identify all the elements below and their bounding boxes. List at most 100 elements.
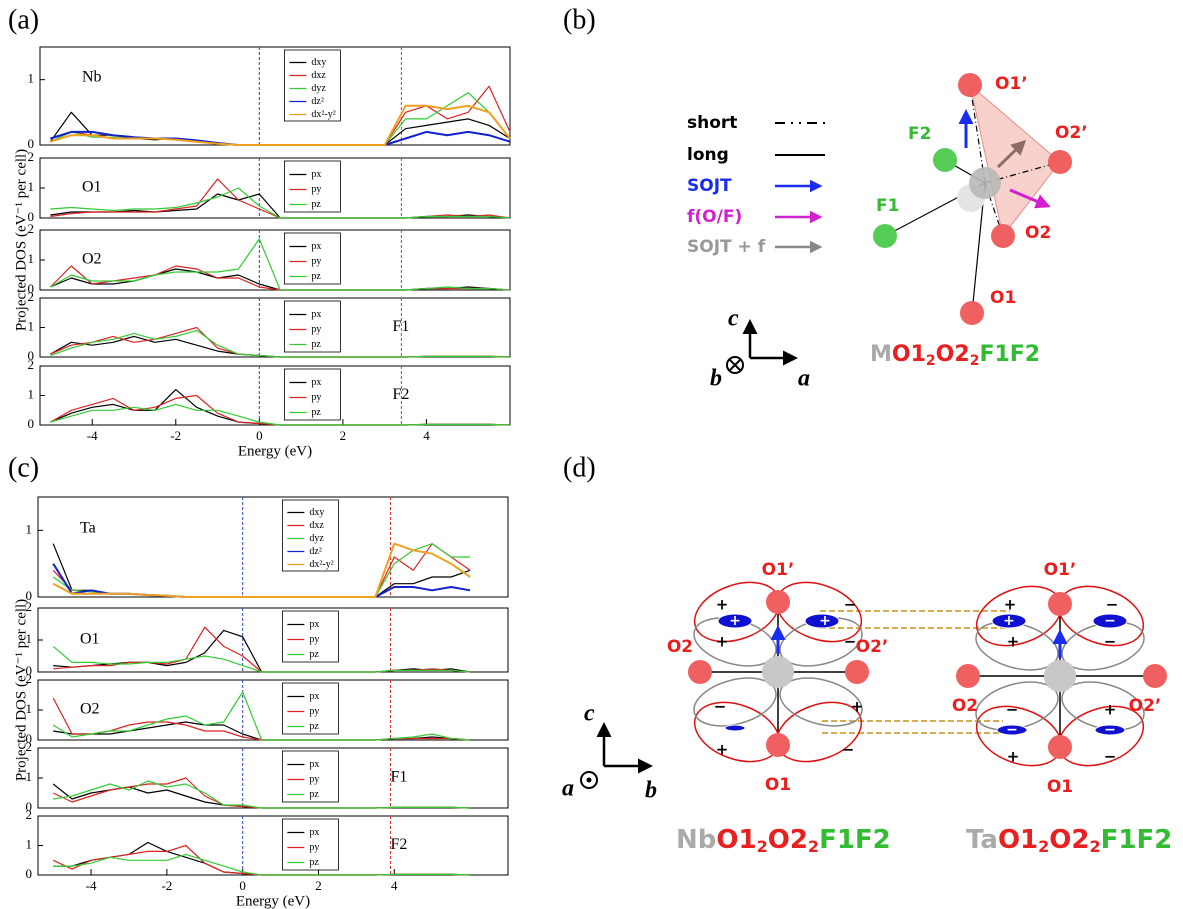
formula-part: O2 [1049, 825, 1089, 855]
dos-line [50, 328, 510, 358]
subplot-label: Ta [80, 520, 96, 537]
dos-line [50, 336, 510, 357]
x-axis-title: Energy (eV) [238, 443, 312, 459]
dos-line [53, 846, 470, 876]
phase-sign: − [844, 633, 857, 651]
atom-o [991, 224, 1015, 248]
subplot-label: O1 [80, 631, 100, 648]
formula-part: 2 [1089, 837, 1100, 856]
subplot-label: F1 [393, 318, 410, 335]
legend-label: px [311, 169, 321, 180]
diagram-d: c⃗ a⃗ b⃗ NbO12O22F1F2 TaO12O22F1F2 O1’O2… [562, 560, 1172, 856]
y-tick-label: 1 [28, 71, 35, 86]
y-tick-label: 2 [26, 739, 33, 754]
overlap-lobe [725, 725, 745, 731]
axis-label: a⃗ [798, 366, 829, 392]
atom-f [873, 224, 897, 248]
dos-line [53, 564, 470, 597]
legend-label: pz [309, 789, 319, 800]
legend-label: f(O/F) [687, 207, 742, 227]
atom-o [845, 660, 869, 684]
polyhedron-face [970, 85, 1060, 236]
phase-sign: + [1007, 748, 1020, 766]
phase-sign: − [1106, 596, 1119, 614]
legend-label: px [309, 827, 319, 838]
legend-label: py [309, 634, 319, 645]
dos-line [50, 239, 510, 290]
phase-sign: + [851, 698, 864, 716]
legend-label: dxz [311, 70, 326, 81]
legend-label: pz [311, 271, 321, 282]
legend-label: pz [309, 649, 319, 660]
dos-line [53, 854, 470, 875]
diagram-b: O1’ O2’ F2 F1 O2 O1 short long SOJT f(O/… [687, 73, 1088, 392]
atom-metal [1044, 660, 1076, 692]
dos-line [53, 544, 470, 597]
atom-label: O1’ [995, 74, 1028, 94]
subplot-label: Nb [82, 69, 102, 86]
atom-o [688, 660, 712, 684]
legend-label: px [309, 619, 319, 630]
plot-frame [40, 158, 510, 218]
legend-label: dyz [311, 83, 326, 94]
subplot-label: O1 [82, 179, 102, 196]
formula: NbO12O22F1F2 [676, 825, 891, 856]
dos-line [50, 106, 510, 145]
atom-label: O1 [765, 775, 791, 795]
atom-label: O1’ [762, 560, 795, 580]
atom-label: O1 [1047, 777, 1073, 797]
phase-sign: + [729, 613, 741, 629]
legend-label: dxz [309, 520, 324, 531]
formula-part: 2 [757, 837, 768, 856]
legend-label: px [311, 377, 321, 388]
x-tick-label: -2 [170, 428, 181, 443]
phase-sign: + [819, 613, 831, 629]
atom-o [958, 73, 982, 97]
formula-part: O1 [716, 825, 756, 855]
formula-part: F1F2 [1101, 825, 1173, 855]
atom-o [1048, 150, 1072, 174]
subplot: 012pxpypzO1 [28, 149, 511, 224]
phase-sign: + [716, 633, 729, 651]
y-tick-label: 2 [26, 807, 33, 822]
subplot: 01dxydxzdyzdz²dx²-y²Ta [26, 497, 509, 603]
atom-label: O2 [952, 696, 978, 716]
legend-label: pz [309, 721, 319, 732]
phase-sign: − [1104, 722, 1116, 738]
x-tick-label: -4 [86, 878, 97, 893]
y-tick-label: 1 [26, 769, 33, 784]
formula-part: O1 [998, 825, 1038, 855]
axis-label: a⃗ [562, 776, 593, 802]
phase-sign: − [842, 741, 855, 759]
x-tick-label: 4 [391, 878, 398, 893]
subplot-label: F2 [391, 836, 408, 853]
legend-label: dxy [311, 57, 326, 68]
formula-part: F1F2 [819, 825, 891, 855]
dos-line [53, 646, 470, 672]
subplot-label: O2 [80, 701, 100, 718]
formula-part: 2 [926, 353, 936, 369]
legend-label: pz [311, 339, 321, 350]
legend-label: SOJT + f [687, 237, 766, 257]
dos-line [50, 396, 510, 426]
atom-label: O1 [990, 288, 1016, 308]
dos-line [53, 784, 470, 808]
legend-label: px [311, 309, 321, 320]
phase-sign: + [1003, 613, 1015, 629]
subplot-label: F1 [391, 769, 408, 786]
panel-label: (b) [563, 4, 596, 35]
dos-line [53, 544, 470, 597]
legend-label: py [311, 324, 321, 335]
subplot: 012pxpypzF1 [28, 289, 511, 363]
y-tick-label: 1 [26, 836, 33, 851]
formula-part: M [870, 342, 892, 367]
legend-label: dz² [309, 546, 321, 557]
plot-frame [38, 816, 508, 875]
y-tick-label: 2 [28, 289, 35, 304]
formula-part: Ta [966, 825, 998, 855]
atom-label: O2’ [856, 637, 889, 657]
y-tick-label: 0 [28, 416, 35, 431]
